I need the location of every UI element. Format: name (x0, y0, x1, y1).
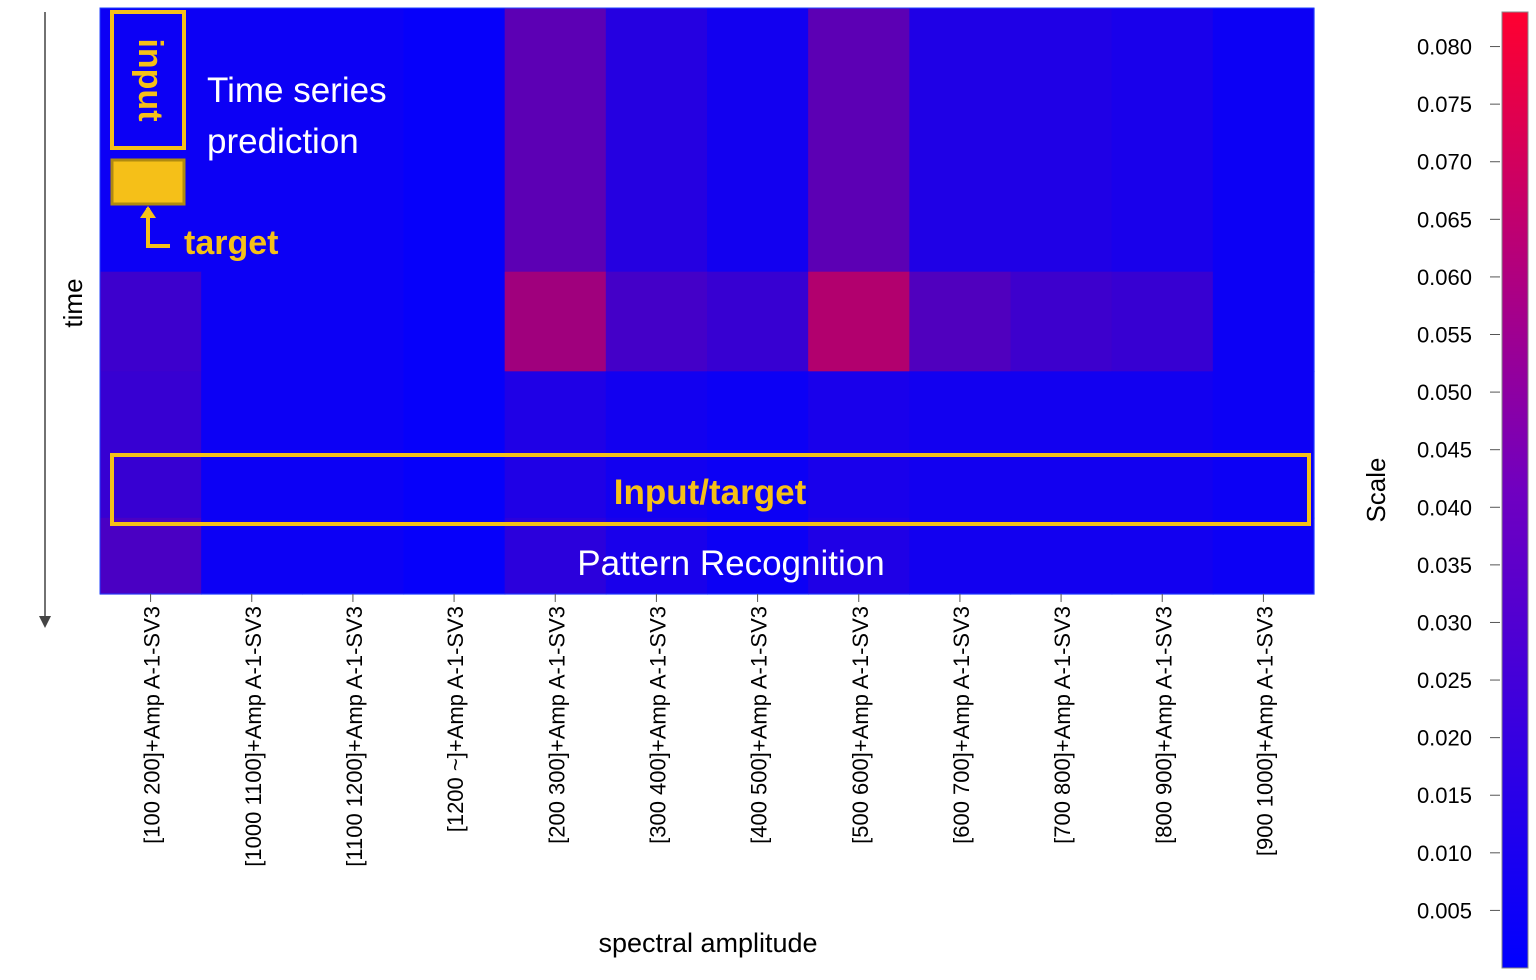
colorbar-tick-label: 0.010 (1417, 841, 1472, 866)
heatmap-cell (201, 271, 303, 372)
colorbar-tick-label: 0.060 (1417, 265, 1472, 290)
time-axis-arrowhead (39, 616, 51, 628)
heatmap-cell (707, 271, 809, 372)
heatmap-cell (201, 371, 303, 519)
heatmap-cell (605, 517, 708, 595)
x-tick-label: [900 1000]+Amp A-1-SV3 (1252, 606, 1277, 856)
heatmap-cell (504, 271, 607, 372)
colorbar-tick-label: 0.045 (1417, 438, 1472, 463)
x-tick-label: [600 700]+Amp A-1-SV3 (949, 606, 974, 844)
time-series-label-line2: prediction (207, 122, 359, 161)
heatmap-cell (909, 271, 1012, 372)
heatmap-cell (1111, 8, 1214, 273)
annotation-input-target-box (110, 453, 1311, 526)
heatmap-cell (302, 271, 405, 372)
heatmap-cell (403, 8, 506, 273)
heatmap-cell (1010, 371, 1113, 519)
heatmap-cell (909, 517, 1012, 595)
heatmap-cell (403, 371, 506, 519)
heatmap-cell (1212, 271, 1315, 372)
heatmap-cell (1111, 517, 1214, 595)
heatmap-cell (605, 271, 708, 372)
colorbar-tick-label: 0.050 (1417, 380, 1472, 405)
heatmap-cell (707, 517, 809, 595)
heatmap-cell (302, 371, 405, 519)
x-tick-label: [700 800]+Amp A-1-SV3 (1050, 606, 1075, 844)
heatmap-cell (1111, 271, 1214, 372)
heatmap-cell (605, 8, 708, 273)
heatmap-cell (808, 8, 910, 273)
target-label: target (184, 224, 278, 262)
heatmap-cell (1010, 8, 1113, 273)
heatmap-cell (403, 517, 506, 595)
colorbar (1502, 12, 1528, 968)
annotation-target-box (110, 158, 186, 206)
heatmap-cell (1212, 517, 1315, 595)
heatmap-cell (1111, 371, 1214, 519)
input-label: input (131, 38, 169, 121)
heatmap-cell (403, 271, 506, 372)
heatmap-cell (504, 517, 607, 595)
colorbar-tick-label: 0.015 (1417, 783, 1472, 808)
colorbar-tick-label: 0.075 (1417, 92, 1472, 117)
x-tick-label: [300 400]+Amp A-1-SV3 (645, 606, 670, 844)
heatmap-cells (100, 8, 1315, 595)
colorbar-tick-label: 0.065 (1417, 207, 1472, 232)
heatmap-cell (100, 271, 202, 372)
x-tick-label: [800 900]+Amp A-1-SV3 (1151, 606, 1176, 844)
heatmap-cell (605, 371, 708, 519)
heatmap-cell (1212, 8, 1315, 273)
heatmap-cell (201, 517, 303, 595)
x-tick-label: [1200 ~]+Amp A-1-SV3 (443, 606, 468, 832)
heatmap-cell (909, 371, 1012, 519)
x-axis-label: spectral amplitude (598, 928, 817, 958)
colorbar-tick-label: 0.025 (1417, 668, 1472, 693)
heatmap-cell (707, 8, 809, 273)
target-arrowhead (140, 206, 156, 218)
heatmap-cell (201, 8, 303, 273)
colorbar-tick-label: 0.055 (1417, 323, 1472, 348)
colorbar-label: Scale (1361, 457, 1391, 522)
heatmap-cell (808, 371, 910, 519)
input-target-label: Input/target (614, 473, 807, 512)
heatmap-cell (302, 8, 405, 273)
colorbar-tick-label: 0.035 (1417, 553, 1472, 578)
plot-border (99, 7, 1315, 595)
x-tick-labels: [100 200]+Amp A-1-SV3 [1000 1100]+Amp A-1… (140, 594, 1277, 867)
heatmap-cell (100, 517, 202, 595)
x-tick-label: [400 500]+Amp A-1-SV3 (747, 606, 772, 844)
colorbar-tick-label: 0.030 (1417, 610, 1472, 635)
time-series-label-line1: Time series (207, 71, 387, 110)
heatmap-cell (909, 8, 1012, 273)
colorbar-border (1501, 11, 1529, 969)
colorbar-tick-label: 0.020 (1417, 726, 1472, 751)
colorbar-ticks: 0.080 0.075 0.070 0.065 0.060 0.055 0.050 0.045… (1417, 35, 1500, 923)
x-tick-label: [200 300]+Amp A-1-SV3 (544, 606, 569, 844)
heatmap-cell (504, 371, 607, 519)
heatmap-cell (100, 371, 202, 519)
heatmap-cell (302, 517, 405, 595)
y-axis-label: time (58, 278, 88, 327)
x-tick-label: [500 600]+Amp A-1-SV3 (848, 606, 873, 844)
heatmap-cell (808, 517, 910, 595)
heatmap-cell (707, 371, 809, 519)
x-tick-label: [1100 1200]+Amp A-1-SV3 (342, 606, 367, 867)
colorbar-tick-label: 0.080 (1417, 35, 1472, 60)
heatmap-cell (504, 8, 607, 273)
colorbar-tick-label: 0.070 (1417, 150, 1472, 175)
pattern-recognition-label: Pattern Recognition (577, 544, 884, 583)
annotation-input-box: input (110, 10, 186, 150)
colorbar-tick-label: 0.005 (1417, 898, 1472, 923)
target-arrow (146, 208, 170, 248)
colorbar-tick-label: 0.040 (1417, 495, 1472, 520)
heatmap-cell (808, 271, 910, 372)
x-tick-label: [1000 1100]+Amp A-1-SV3 (241, 606, 266, 867)
heatmap-cell (1010, 517, 1113, 595)
x-tick-label: [100 200]+Amp A-1-SV3 (140, 606, 165, 844)
heatmap-cell (1212, 371, 1315, 519)
heatmap-cell (1010, 271, 1113, 372)
